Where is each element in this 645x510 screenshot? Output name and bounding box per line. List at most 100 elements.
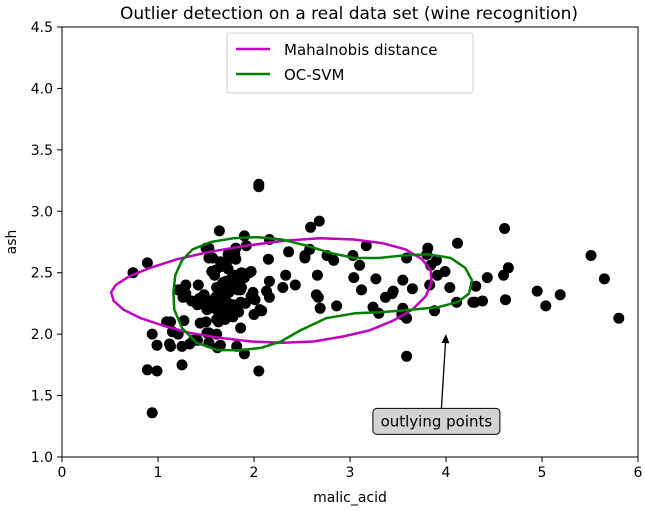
legend: Mahalnobis distance OC-SVM (226, 32, 474, 94)
y-tick-label: 1.5 (31, 389, 53, 405)
data-point (191, 299, 203, 311)
data-point (406, 283, 418, 295)
data-point (253, 181, 265, 193)
data-point (554, 289, 566, 301)
data-point (172, 284, 184, 296)
data-point (151, 339, 163, 351)
y-axis-label: ash (4, 230, 20, 255)
data-point (211, 304, 223, 316)
data-point (146, 328, 158, 340)
data-point (213, 225, 225, 237)
legend-box (226, 32, 474, 94)
data-point (206, 266, 218, 277)
scatter-points (127, 178, 625, 419)
data-point (305, 221, 317, 233)
y-tick-label: 1.0 (31, 450, 53, 466)
data-point (348, 272, 360, 284)
data-point (470, 280, 482, 292)
data-point (141, 257, 153, 269)
data-point (151, 365, 163, 377)
data-point (213, 316, 224, 328)
data-point (397, 274, 409, 286)
data-point (313, 215, 325, 227)
data-point (430, 254, 442, 266)
data-point (422, 242, 434, 254)
data-point (238, 230, 250, 242)
x-tick-label: 4 (442, 465, 451, 481)
data-point (256, 305, 268, 317)
data-point (331, 300, 343, 312)
data-point (598, 273, 610, 285)
data-point (452, 237, 463, 249)
data-point (360, 240, 372, 252)
data-point (283, 246, 295, 258)
data-point (498, 269, 510, 281)
data-point (141, 364, 153, 376)
x-tick-label: 3 (346, 465, 355, 481)
data-point (356, 284, 367, 296)
data-point (216, 278, 228, 290)
data-point (253, 365, 265, 377)
data-point (192, 279, 204, 291)
x-tick-label: 6 (634, 465, 643, 481)
data-point (184, 338, 196, 350)
data-point (263, 275, 275, 287)
data-point (203, 295, 215, 307)
data-point (222, 248, 234, 260)
data-point (176, 359, 188, 371)
data-point (314, 302, 326, 314)
data-point (387, 285, 399, 297)
annotation-box (372, 407, 501, 435)
data-point (354, 259, 366, 271)
data-point (299, 252, 311, 264)
data-point (328, 254, 340, 266)
data-point (236, 267, 247, 279)
data-point (235, 322, 247, 334)
data-point (500, 294, 511, 306)
data-point (216, 290, 228, 302)
data-point (585, 250, 597, 261)
data-point (220, 258, 232, 270)
y-tick-label: 4.5 (31, 20, 53, 36)
series-curves (109, 235, 474, 352)
y-tick-label: 2.5 (31, 266, 53, 282)
legend-label-ocsvm: OC-SVM (284, 66, 344, 84)
x-tick-label: 0 (58, 465, 67, 481)
data-point (481, 272, 493, 284)
data-point (165, 316, 176, 328)
data-point (499, 223, 511, 234)
legend-label-mahalanobis: Mahalnobis distance (284, 41, 438, 59)
annotation: outlying points (372, 334, 501, 435)
data-point (540, 300, 552, 312)
data-point (194, 317, 206, 329)
data-point (312, 291, 324, 303)
x-tick-label: 1 (154, 465, 163, 481)
data-point (431, 269, 443, 281)
x-tick-label: 2 (250, 465, 259, 481)
data-point (146, 407, 158, 419)
data-point (289, 279, 301, 291)
y-tick-label: 3.5 (31, 143, 53, 159)
data-point (201, 304, 213, 316)
y-tick-label: 4.0 (31, 81, 53, 97)
data-point (245, 290, 257, 302)
data-point (347, 250, 359, 261)
y-tick-label: 2.0 (31, 327, 53, 343)
data-point (311, 269, 323, 281)
data-point (467, 296, 479, 308)
data-point (165, 340, 176, 352)
data-point (277, 282, 289, 293)
data-point (280, 269, 292, 281)
chart-title: Outlier detection on a real data set (wi… (120, 4, 578, 24)
data-point (444, 282, 456, 293)
annotation-arrow (440, 343, 447, 409)
x-axis-ticks: 0 1 2 3 4 5 6 (58, 457, 643, 481)
x-axis-label: malic_acid (313, 490, 387, 506)
data-point (477, 295, 488, 307)
plot-area: 0 1 2 3 4 5 6 1.0 1.5 2.0 2.5 3.0 3.5 4.0 4.5 (31, 20, 643, 481)
x-tick-label: 5 (538, 465, 547, 481)
ocsvm-contour (172, 235, 474, 352)
y-axis-ticks: 1.0 1.5 2.0 2.5 3.0 3.5 4.0 4.5 (31, 20, 62, 466)
data-point (613, 312, 625, 324)
